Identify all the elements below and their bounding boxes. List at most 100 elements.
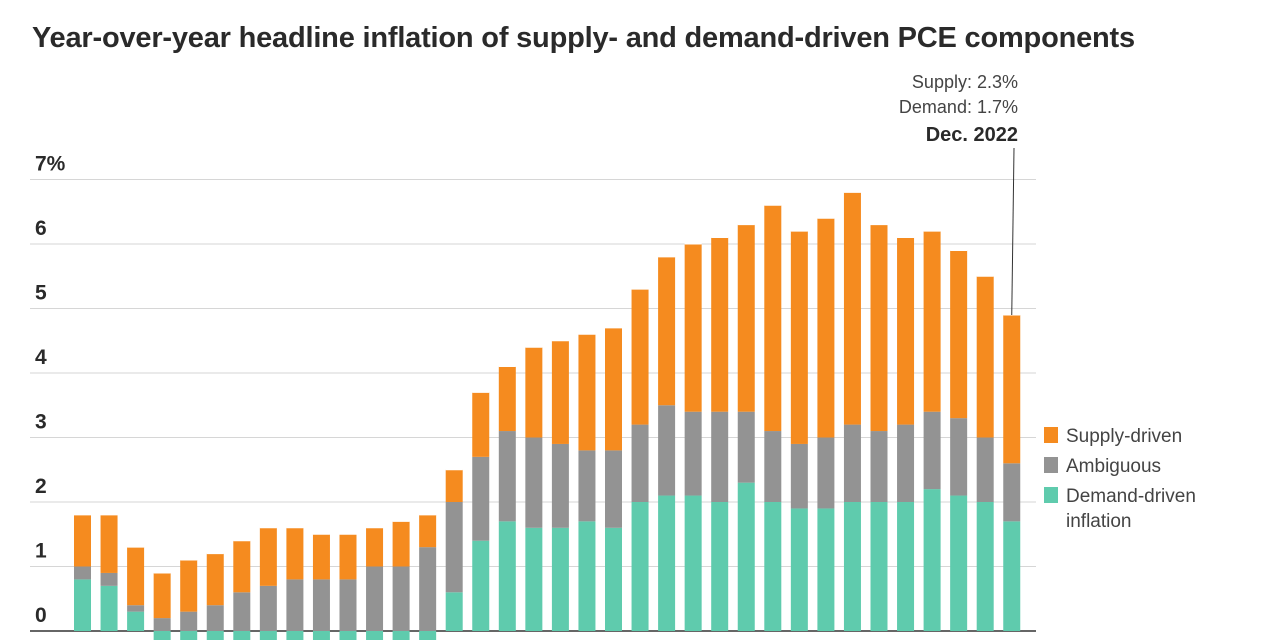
bar-segment [312, 579, 330, 631]
bar-segment [711, 411, 729, 502]
bar-segment [950, 418, 968, 496]
annotation-demand: Demand: 1.7% [899, 97, 1018, 117]
bar-segment [790, 443, 808, 509]
bar-segment [737, 224, 755, 412]
bar-segment [817, 218, 835, 438]
y-tick-label: 4 [35, 346, 47, 369]
bar-segment [897, 502, 915, 631]
bar-segment [976, 437, 994, 502]
bar-segment [419, 547, 437, 631]
bar-segment [206, 631, 224, 640]
legend-label: inflation [1066, 511, 1132, 532]
bar-segment [684, 244, 702, 412]
bar-segment [790, 508, 808, 631]
bar-segment [206, 553, 224, 606]
bar-segment [419, 514, 437, 548]
bar-segment [1003, 463, 1021, 522]
y-tick-label: 2 [35, 475, 47, 498]
bar-segment [339, 631, 357, 640]
bar-segment [153, 618, 171, 631]
bar-segment [392, 631, 410, 640]
y-tick-label: 5 [35, 282, 47, 305]
bar-segment [897, 424, 915, 502]
legend: Supply-driven Ambiguous Demand-driven infla… [1044, 426, 1196, 532]
bar-segment [923, 411, 941, 490]
bar-segment [445, 502, 463, 593]
bar-segment [312, 631, 330, 640]
bar-segment [392, 521, 410, 567]
bar-segment [180, 560, 198, 612]
bar-segment [1003, 521, 1021, 631]
bar-segment [817, 508, 835, 631]
bar-segment [339, 534, 357, 580]
bar-segment [445, 592, 463, 631]
annotation-supply: Supply: 2.3% [912, 72, 1018, 92]
bar-segment [923, 231, 941, 412]
bar-segment [472, 456, 490, 541]
bar-segment [472, 540, 490, 631]
y-tick-label: 7% [35, 153, 66, 176]
bar-segment [153, 572, 171, 619]
bar-segment [127, 547, 145, 606]
bar-segment [843, 192, 861, 425]
bar-segment [578, 450, 596, 522]
bar-segment [312, 534, 330, 580]
bar-segment [631, 289, 649, 425]
bar-segment [525, 437, 543, 528]
bar-segment [684, 411, 702, 496]
bars [74, 191, 1021, 640]
bar-segment [233, 631, 251, 640]
y-tick-label: 3 [35, 411, 47, 434]
bar-segment [286, 579, 304, 631]
bar-segment [286, 631, 304, 640]
bar-segment [578, 521, 596, 631]
bar-segment [737, 482, 755, 631]
bar-segment [233, 592, 251, 631]
bar-segment [737, 411, 755, 483]
y-axis-ticks: 0 1 2 3 4 5 6 7% [35, 153, 66, 628]
bar-segment [127, 611, 145, 631]
bar-segment [551, 527, 569, 631]
bar-segment [950, 250, 968, 419]
bar-segment [127, 605, 145, 612]
bar-segment [472, 392, 490, 457]
bar-segment [976, 276, 994, 438]
annotation: Supply: 2.3% Demand: 1.7% Dec. 2022 [899, 72, 1018, 315]
bar-segment [843, 424, 861, 502]
bar-segment [445, 469, 463, 502]
bar-segment [578, 334, 596, 451]
bar-segment [74, 566, 91, 580]
bar-segment [259, 527, 277, 586]
bar-segment [259, 585, 277, 631]
bar-segment [180, 631, 198, 640]
bar-segment [658, 256, 676, 406]
legend-label: Ambiguous [1066, 456, 1161, 477]
bar-segment [498, 366, 516, 432]
bar-segment [605, 450, 622, 528]
bar-segment [764, 205, 782, 432]
bar-segment [259, 631, 277, 640]
bar-segment [74, 514, 91, 567]
bar-segment [870, 502, 888, 631]
bar-segment [100, 514, 118, 573]
legend-swatch [1044, 457, 1058, 473]
bar-segment [551, 340, 569, 444]
y-tick-label: 0 [35, 604, 47, 627]
bar-segment [525, 527, 543, 631]
bar-segment [525, 347, 543, 438]
bar-segment [100, 585, 118, 631]
legend-label: Supply-driven [1066, 426, 1182, 447]
bar-segment [206, 605, 224, 631]
bar-segment [100, 572, 118, 586]
bar-segment [658, 405, 676, 496]
bar-segment [870, 224, 888, 432]
bar-segment [764, 431, 782, 502]
bar-segment [711, 502, 729, 631]
bar-segment [631, 502, 649, 631]
bar-segment [843, 502, 861, 631]
legend-label: Demand-driven [1066, 486, 1196, 507]
chart-title: Year-over-year headline inflation of sup… [32, 22, 1135, 54]
legend-swatch [1044, 427, 1058, 443]
bar-segment [684, 495, 702, 631]
